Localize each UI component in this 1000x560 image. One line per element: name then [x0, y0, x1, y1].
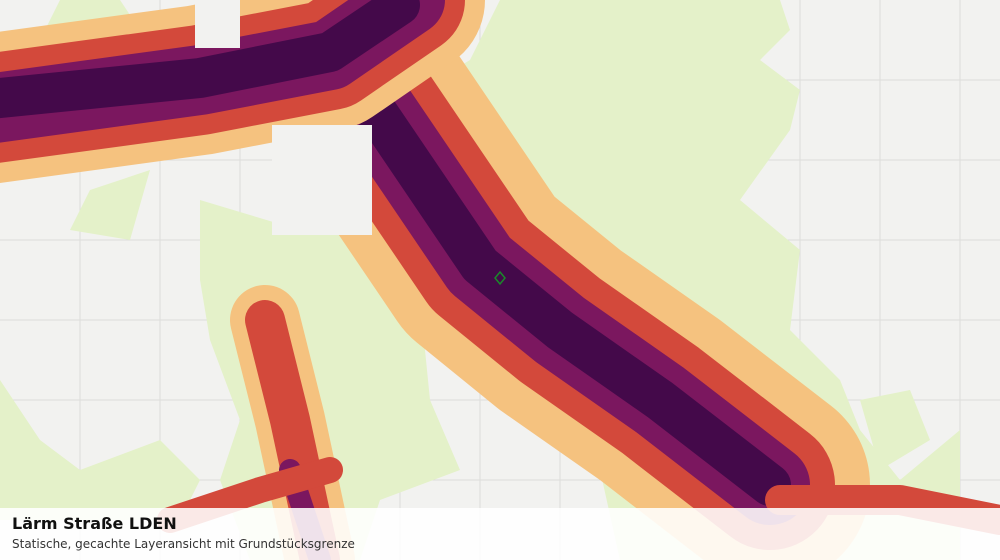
road-noise-horizontal	[0, 0, 485, 183]
caption-subtitle: Statische, gecachte Layeransicht mit Gru…	[12, 537, 355, 551]
green-area	[0, 380, 200, 520]
caption-title: Lärm Straße LDEN	[12, 514, 177, 533]
noise-band-70	[354, 89, 791, 506]
green-area	[860, 390, 930, 470]
noise-band-70	[0, 0, 420, 119]
caption-panel: Lärm Straße LDEN Statische, gecachte Lay…	[0, 508, 1000, 560]
parcel-marker	[494, 270, 506, 286]
building-block	[195, 0, 240, 48]
road-noise-diagonal	[275, 10, 870, 560]
green-area	[70, 170, 150, 240]
building-block	[272, 125, 372, 235]
